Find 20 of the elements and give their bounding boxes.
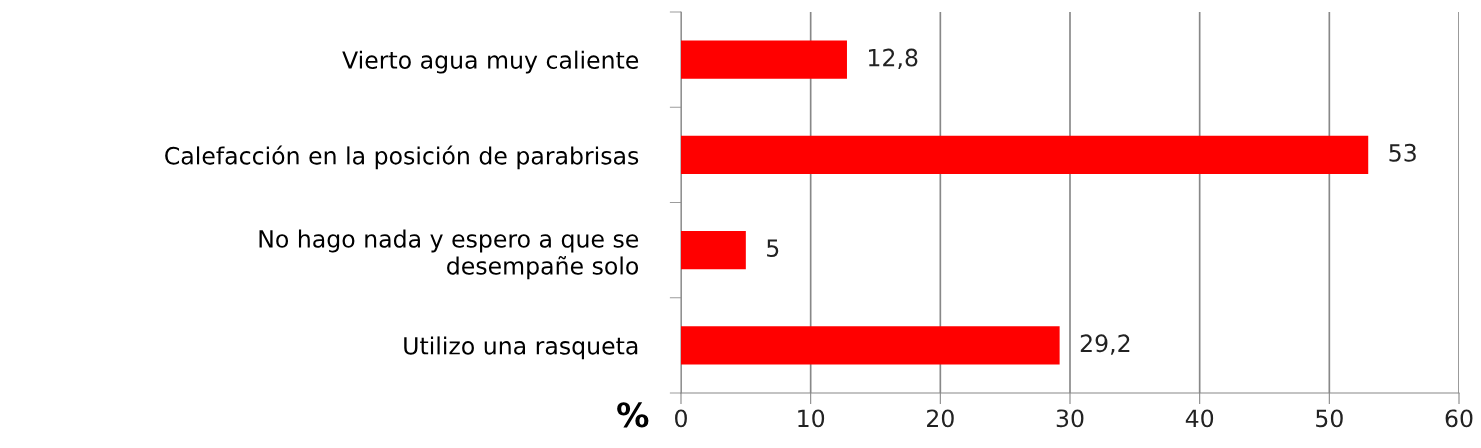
data-label: 5 (767, 239, 779, 257)
y-tick-label: No hago nada y espero a que se desempañe solo (259, 229, 639, 280)
bar (681, 326, 1060, 365)
x-tick-label: 60 (1445, 409, 1473, 428)
y-tick-label: Utilizo una rasqueta (404, 336, 638, 360)
bar (681, 231, 746, 270)
data-label: 53 (1389, 143, 1416, 162)
y-tick-label: Vierto agua muy caliente (342, 50, 639, 74)
x-axis-title: % (617, 402, 649, 428)
x-tick-label: 0 (675, 409, 687, 428)
x-tick-label: 50 (1316, 409, 1343, 428)
x-tick-label: 40 (1185, 409, 1214, 428)
y-tick-label: Calefacción en la posición de parabrisas (165, 145, 639, 170)
data-label: 29,2 (1080, 334, 1130, 355)
x-tick-label: 10 (798, 409, 825, 428)
bar (681, 135, 1369, 174)
x-tick-label: 20 (927, 409, 954, 428)
bar (681, 40, 847, 79)
x-tick-label: 30 (1056, 409, 1084, 428)
data-label: 12,8 (869, 48, 918, 69)
